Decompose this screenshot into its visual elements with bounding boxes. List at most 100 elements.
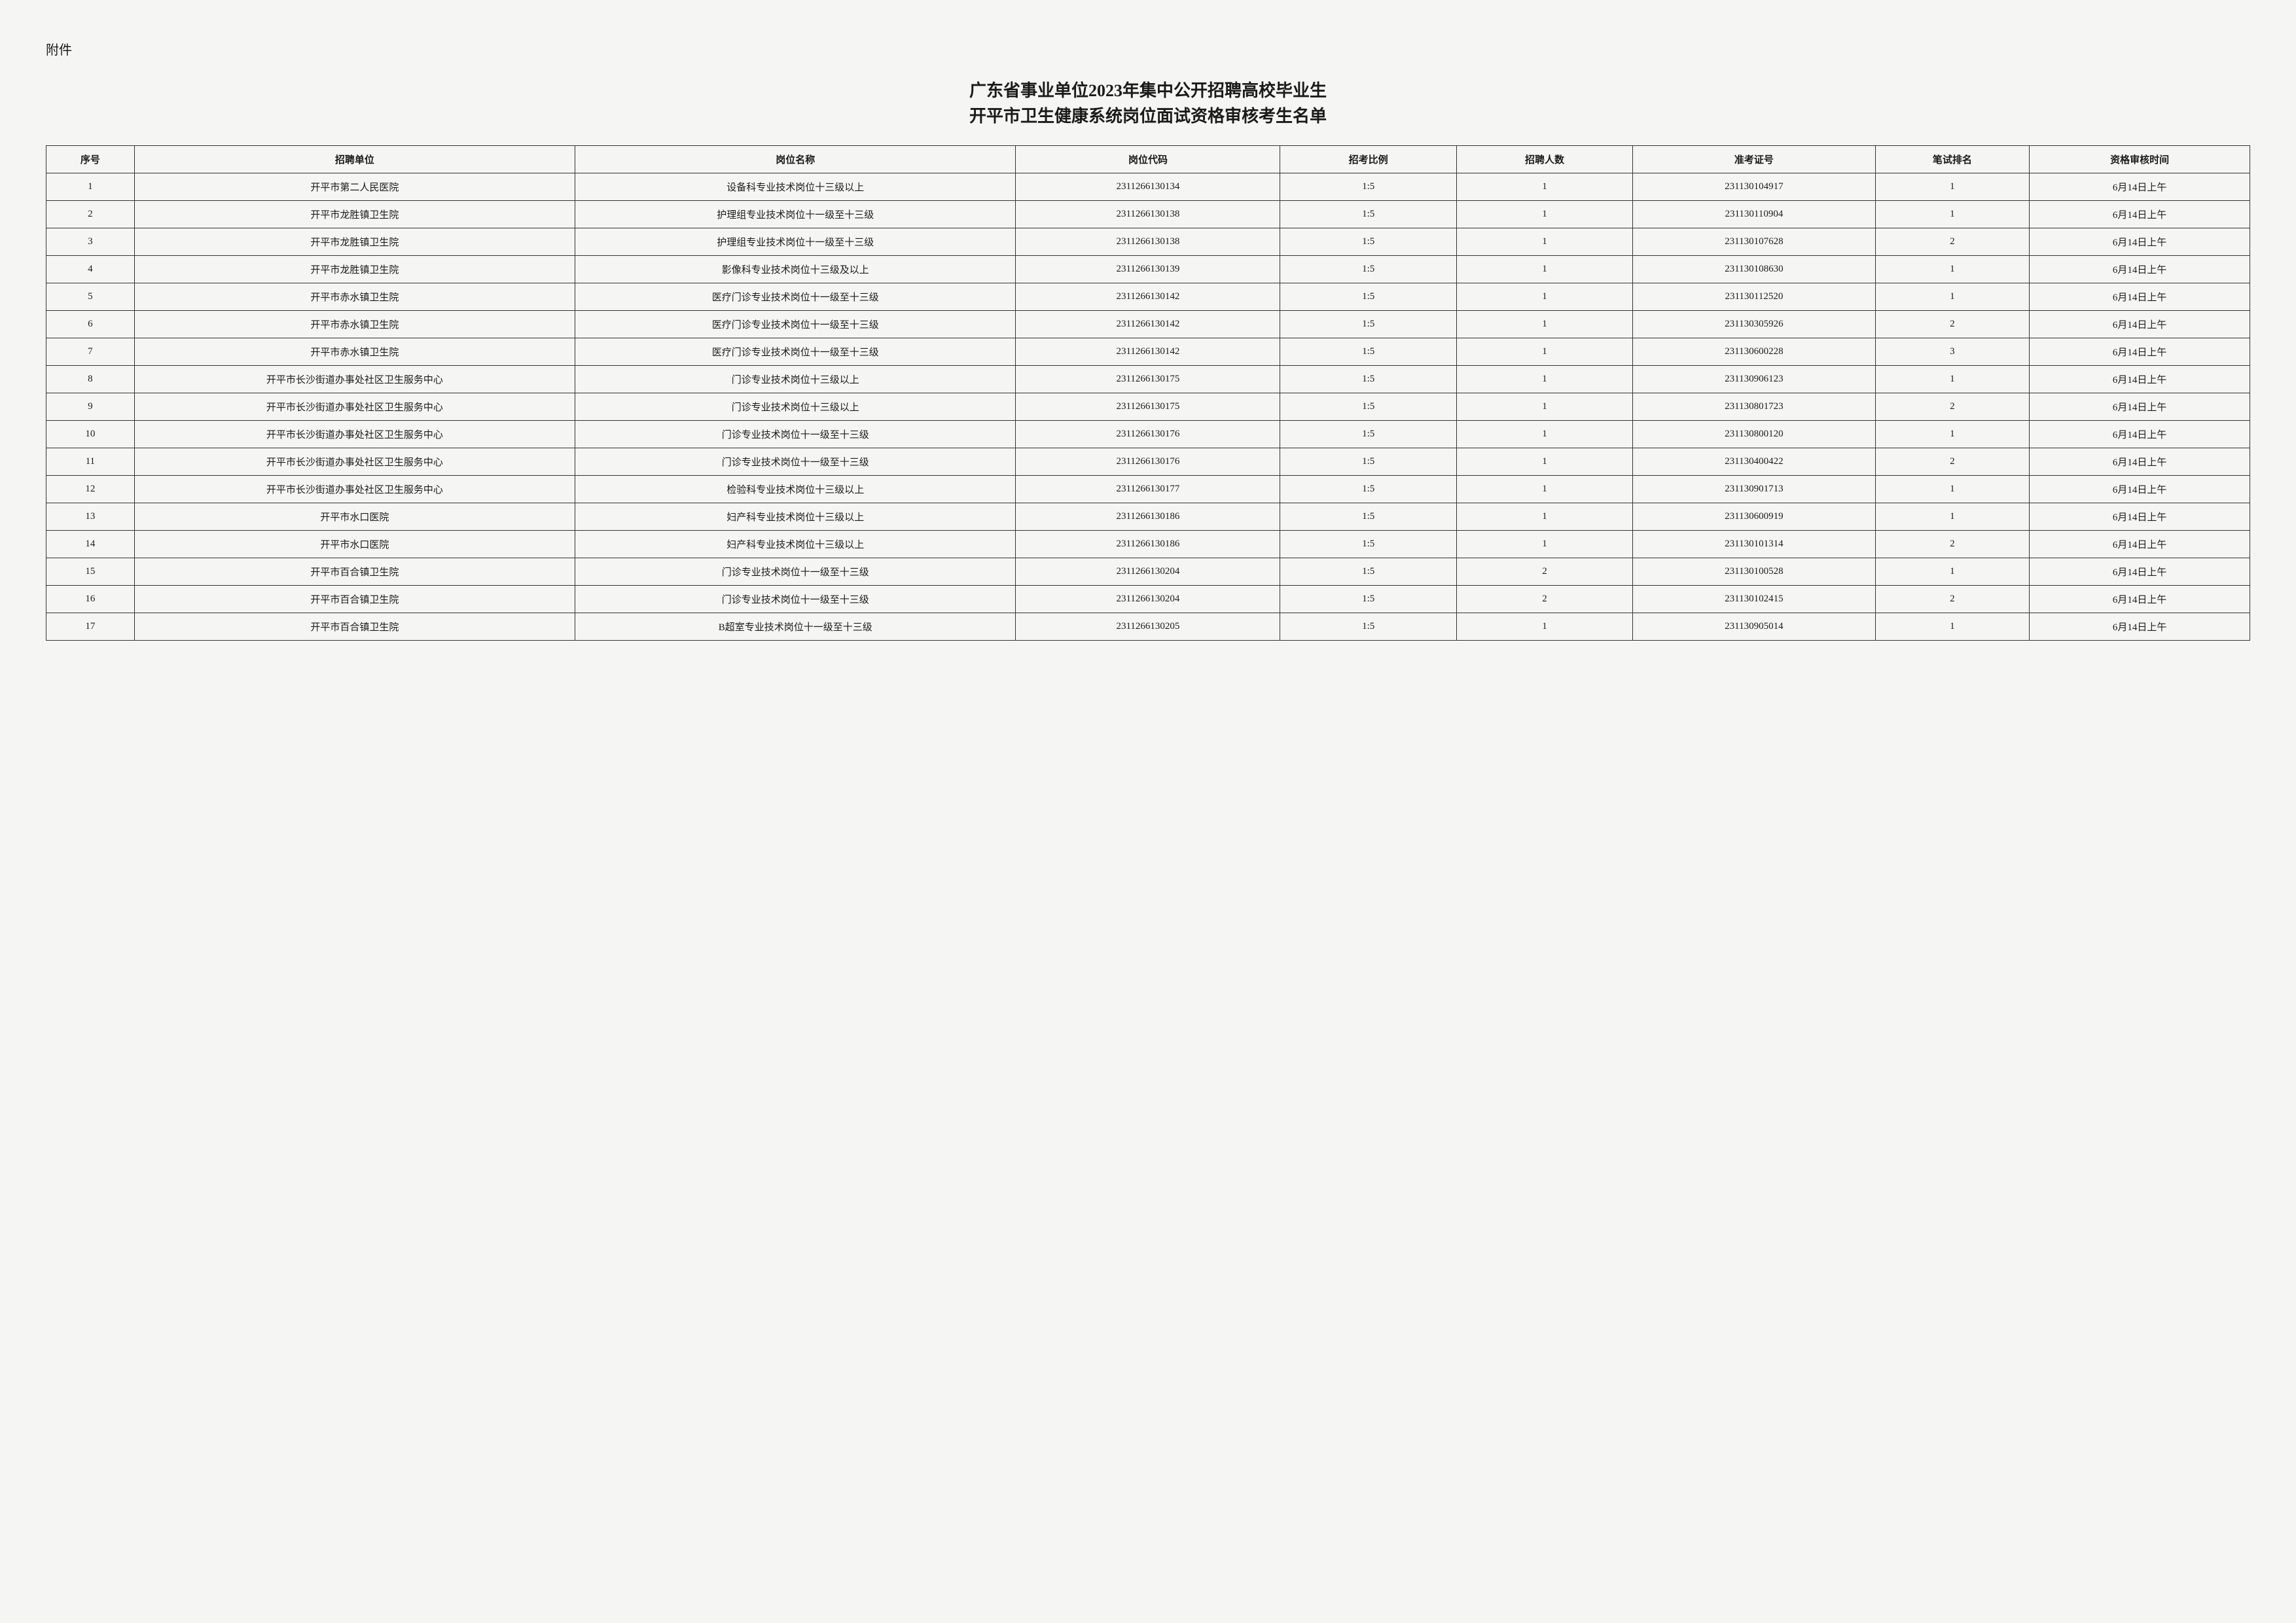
cell-unit: 开平市百合镇卫生院 [134, 613, 575, 641]
cell-post: 医疗门诊专业技术岗位十一级至十三级 [575, 311, 1016, 338]
table-row: 16开平市百合镇卫生院门诊专业技术岗位十一级至十三级23112661302041… [46, 586, 2250, 613]
cell-unit: 开平市长沙街道办事处社区卫生服务中心 [134, 393, 575, 421]
cell-post: 门诊专业技术岗位十一级至十三级 [575, 586, 1016, 613]
cell-post: 护理组专业技术岗位十一级至十三级 [575, 201, 1016, 228]
cell-ticket: 231130101314 [1633, 531, 1875, 558]
cell-unit: 开平市第二人民医院 [134, 173, 575, 201]
table-row: 3开平市龙胜镇卫生院护理组专业技术岗位十一级至十三级23112661301381… [46, 228, 2250, 256]
cell-count: 1 [1456, 283, 1632, 311]
cell-count: 2 [1456, 558, 1632, 586]
cell-post: 医疗门诊专业技术岗位十一级至十三级 [575, 338, 1016, 366]
cell-seq: 9 [46, 393, 135, 421]
cell-time: 6月14日上午 [2030, 283, 2250, 311]
cell-rank: 1 [1875, 613, 2030, 641]
cell-unit: 开平市百合镇卫生院 [134, 586, 575, 613]
header-ratio: 招考比例 [1280, 146, 1456, 173]
cell-ratio: 1:5 [1280, 448, 1456, 476]
cell-post: B超室专业技术岗位十一级至十三级 [575, 613, 1016, 641]
cell-count: 1 [1456, 448, 1632, 476]
cell-ratio: 1:5 [1280, 283, 1456, 311]
title-line-1: 广东省事业单位2023年集中公开招聘高校毕业生 [46, 78, 2250, 103]
cell-count: 1 [1456, 421, 1632, 448]
cell-seq: 11 [46, 448, 135, 476]
cell-ratio: 1:5 [1280, 613, 1456, 641]
cell-time: 6月14日上午 [2030, 613, 2250, 641]
cell-count: 1 [1456, 393, 1632, 421]
cell-code: 2311266130134 [1016, 173, 1280, 201]
cell-time: 6月14日上午 [2030, 201, 2250, 228]
cell-seq: 7 [46, 338, 135, 366]
title-line-2: 开平市卫生健康系统岗位面试资格审核考生名单 [46, 103, 2250, 129]
table-row: 11开平市长沙街道办事处社区卫生服务中心门诊专业技术岗位十一级至十三级23112… [46, 448, 2250, 476]
cell-code: 2311266130177 [1016, 476, 1280, 503]
cell-rank: 3 [1875, 338, 2030, 366]
cell-unit: 开平市龙胜镇卫生院 [134, 201, 575, 228]
cell-count: 1 [1456, 256, 1632, 283]
header-rank: 笔试排名 [1875, 146, 2030, 173]
cell-rank: 1 [1875, 256, 2030, 283]
cell-seq: 10 [46, 421, 135, 448]
header-post: 岗位名称 [575, 146, 1016, 173]
cell-time: 6月14日上午 [2030, 338, 2250, 366]
cell-code: 2311266130142 [1016, 283, 1280, 311]
cell-code: 2311266130204 [1016, 586, 1280, 613]
cell-unit: 开平市长沙街道办事处社区卫生服务中心 [134, 448, 575, 476]
cell-seq: 5 [46, 283, 135, 311]
cell-seq: 15 [46, 558, 135, 586]
attachment-label: 附件 [46, 39, 2250, 58]
cell-count: 1 [1456, 228, 1632, 256]
cell-ticket: 231130800120 [1633, 421, 1875, 448]
cell-code: 2311266130204 [1016, 558, 1280, 586]
table-row: 4开平市龙胜镇卫生院影像科专业技术岗位十三级及以上23112661301391:… [46, 256, 2250, 283]
cell-count: 1 [1456, 173, 1632, 201]
cell-code: 2311266130142 [1016, 338, 1280, 366]
cell-ticket: 231130801723 [1633, 393, 1875, 421]
cell-code: 2311266130138 [1016, 201, 1280, 228]
table-row: 5开平市赤水镇卫生院医疗门诊专业技术岗位十一级至十三级2311266130142… [46, 283, 2250, 311]
cell-ticket: 231130100528 [1633, 558, 1875, 586]
cell-ratio: 1:5 [1280, 586, 1456, 613]
cell-time: 6月14日上午 [2030, 228, 2250, 256]
cell-count: 1 [1456, 503, 1632, 531]
cell-post: 护理组专业技术岗位十一级至十三级 [575, 228, 1016, 256]
cell-unit: 开平市水口医院 [134, 503, 575, 531]
cell-time: 6月14日上午 [2030, 311, 2250, 338]
cell-ratio: 1:5 [1280, 421, 1456, 448]
cell-ratio: 1:5 [1280, 531, 1456, 558]
cell-count: 1 [1456, 201, 1632, 228]
table-row: 15开平市百合镇卫生院门诊专业技术岗位十一级至十三级23112661302041… [46, 558, 2250, 586]
cell-rank: 1 [1875, 503, 2030, 531]
table-row: 12开平市长沙街道办事处社区卫生服务中心检验科专业技术岗位十三级以上231126… [46, 476, 2250, 503]
cell-ratio: 1:5 [1280, 173, 1456, 201]
cell-unit: 开平市水口医院 [134, 531, 575, 558]
cell-ticket: 231130400422 [1633, 448, 1875, 476]
cell-code: 2311266130175 [1016, 366, 1280, 393]
cell-ticket: 231130108630 [1633, 256, 1875, 283]
cell-count: 1 [1456, 366, 1632, 393]
cell-post: 门诊专业技术岗位十三级以上 [575, 393, 1016, 421]
cell-code: 2311266130205 [1016, 613, 1280, 641]
cell-code: 2311266130142 [1016, 311, 1280, 338]
cell-unit: 开平市赤水镇卫生院 [134, 283, 575, 311]
cell-time: 6月14日上午 [2030, 393, 2250, 421]
cell-seq: 3 [46, 228, 135, 256]
cell-unit: 开平市赤水镇卫生院 [134, 338, 575, 366]
cell-unit: 开平市百合镇卫生院 [134, 558, 575, 586]
cell-code: 2311266130176 [1016, 448, 1280, 476]
cell-ratio: 1:5 [1280, 366, 1456, 393]
cell-post: 门诊专业技术岗位十一级至十三级 [575, 558, 1016, 586]
cell-seq: 13 [46, 503, 135, 531]
cell-seq: 1 [46, 173, 135, 201]
cell-rank: 1 [1875, 476, 2030, 503]
cell-post: 门诊专业技术岗位十一级至十三级 [575, 421, 1016, 448]
cell-ratio: 1:5 [1280, 393, 1456, 421]
table-row: 7开平市赤水镇卫生院医疗门诊专业技术岗位十一级至十三级2311266130142… [46, 338, 2250, 366]
table-row: 17开平市百合镇卫生院B超室专业技术岗位十一级至十三级2311266130205… [46, 613, 2250, 641]
cell-post: 影像科专业技术岗位十三级及以上 [575, 256, 1016, 283]
cell-ticket: 231130112520 [1633, 283, 1875, 311]
cell-post: 检验科专业技术岗位十三级以上 [575, 476, 1016, 503]
cell-ratio: 1:5 [1280, 476, 1456, 503]
cell-count: 1 [1456, 613, 1632, 641]
cell-ticket: 231130600228 [1633, 338, 1875, 366]
cell-unit: 开平市长沙街道办事处社区卫生服务中心 [134, 421, 575, 448]
